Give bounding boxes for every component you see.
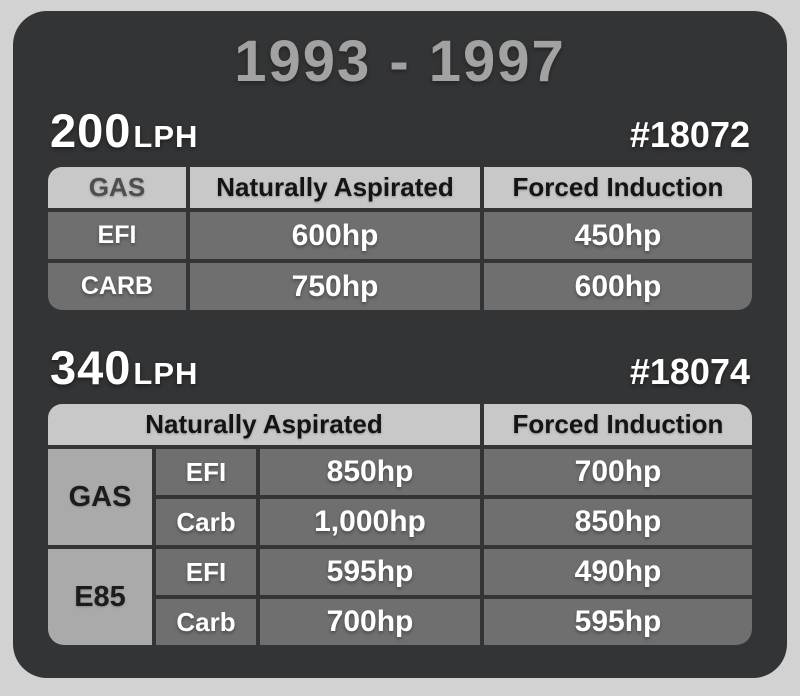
row-label-carb: Carb	[156, 499, 256, 545]
value-cell: 750hp	[190, 263, 480, 310]
column-header-naturally-aspirated: Naturally Aspirated	[190, 167, 480, 208]
value-cell: 850hp	[484, 499, 752, 545]
flow-rate-value: 200	[50, 104, 132, 157]
flow-rate-200: 200LPH	[50, 103, 198, 158]
flow-rate-unit: LPH	[133, 119, 199, 154]
row-label-efi: EFI	[156, 449, 256, 495]
flow-rate-unit: LPH	[133, 356, 199, 391]
part-number-18072: #18072	[629, 114, 750, 155]
value-cell: 595hp	[260, 549, 480, 595]
value-cell: 600hp	[484, 263, 752, 310]
flow-rate-value: 340	[50, 341, 132, 394]
section-header-340lph: 340LPH #18074	[48, 340, 752, 395]
row-label-efi: EFI	[48, 212, 186, 259]
row-label-carb: Carb	[156, 599, 256, 645]
value-cell: 700hp	[484, 449, 752, 495]
group-label-gas: GAS	[48, 449, 152, 545]
group-label-e85: E85	[48, 549, 152, 645]
column-header-forced-induction: Forced Induction	[484, 404, 752, 445]
flow-rate-340: 340LPH	[50, 340, 198, 395]
column-header-naturally-aspirated: Naturally Aspirated	[48, 404, 480, 445]
section-header-200lph: 200LPH #18072	[48, 103, 752, 158]
year-range-title: 1993 - 1997	[234, 29, 566, 94]
row-label-efi: EFI	[156, 549, 256, 595]
spec-card: 1993 - 1997 200LPH #18072 GAS Naturally …	[13, 11, 787, 678]
value-cell: 1,000hp	[260, 499, 480, 545]
value-cell: 700hp	[260, 599, 480, 645]
value-cell: 490hp	[484, 549, 752, 595]
spec-table-200lph: GAS Naturally Aspirated Forced Induction…	[48, 167, 752, 310]
value-cell: 595hp	[484, 599, 752, 645]
row-label-carb: CARB	[48, 263, 186, 310]
column-header-gas: GAS	[48, 167, 186, 208]
value-cell: 450hp	[484, 212, 752, 259]
value-cell: 600hp	[190, 212, 480, 259]
column-header-forced-induction: Forced Induction	[484, 167, 752, 208]
part-number-18074: #18074	[629, 351, 750, 392]
spec-table-340lph: Naturally Aspirated Forced Induction GAS…	[48, 404, 752, 645]
value-cell: 850hp	[260, 449, 480, 495]
